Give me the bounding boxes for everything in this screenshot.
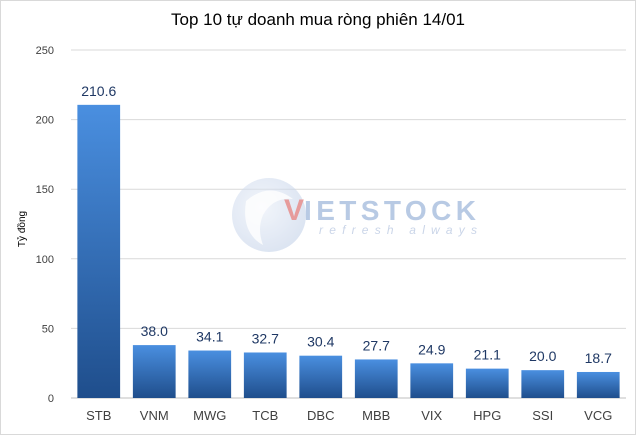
- bar-dbc: [299, 355, 343, 398]
- x-tick-label: VNM: [140, 408, 169, 423]
- data-label: 18.7: [585, 350, 612, 366]
- x-tick-label: MBB: [362, 408, 390, 423]
- x-tick-label: TCB: [252, 408, 278, 423]
- bar-hpg: [465, 368, 509, 398]
- bar-vix: [410, 363, 454, 398]
- bar-vcg: [576, 371, 620, 398]
- y-tick-label: 150: [36, 184, 54, 196]
- data-label: 32.7: [252, 330, 279, 346]
- x-tick-label: VCG: [584, 408, 612, 423]
- bar-tcb: [243, 352, 287, 398]
- y-tick-label: 200: [36, 115, 54, 127]
- y-tick-label: 0: [48, 393, 54, 405]
- bar-mwg: [188, 350, 232, 398]
- data-label: 210.6: [81, 83, 116, 99]
- y-axis-label: Tỷ đồng: [16, 211, 28, 247]
- bars: [77, 104, 620, 399]
- y-tick-label: 100: [36, 254, 54, 266]
- y-tick-label: 50: [42, 323, 54, 335]
- bar-mbb: [354, 359, 398, 398]
- data-label: 20.0: [529, 348, 556, 364]
- bar-vnm: [132, 345, 176, 398]
- data-label: 34.1: [196, 329, 223, 345]
- data-label: 24.9: [418, 341, 445, 357]
- x-tick-label: HPG: [473, 408, 501, 423]
- x-tick-label: VIX: [421, 408, 442, 423]
- data-label: 30.4: [307, 334, 334, 350]
- data-label: 21.1: [474, 347, 501, 363]
- watermark-globe-icon: [232, 178, 306, 252]
- x-axis-categories: STB VNM MWG TCB DBC MBB VIX HPG SSI VCG: [86, 408, 612, 423]
- x-tick-label: DBC: [307, 408, 334, 423]
- vietstock-watermark: V IETSTOCK refresh always: [232, 178, 477, 252]
- bar-ssi: [521, 370, 565, 398]
- watermark-swirl-icon: [245, 190, 293, 245]
- watermark-v: V: [284, 194, 304, 227]
- y-tick-label: 250: [36, 45, 54, 57]
- bar-stb: [77, 104, 121, 399]
- data-labels: 210.6 38.0 34.1 32.7 30.4 27.7 24.9 21.1 20.0 18.…: [81, 83, 612, 366]
- x-tick-label: STB: [86, 408, 111, 423]
- watermark-brand: IETSTOCK: [304, 195, 476, 226]
- data-label: 38.0: [141, 323, 168, 339]
- chart-title: Top 10 tự doanh mua ròng phiên 14/01: [171, 10, 465, 29]
- y-axis-ticks: 0 50 100 150 200 250: [36, 45, 54, 405]
- x-tick-label: SSI: [532, 408, 553, 423]
- x-tick-label: MWG: [193, 408, 226, 423]
- data-label: 27.7: [363, 337, 390, 353]
